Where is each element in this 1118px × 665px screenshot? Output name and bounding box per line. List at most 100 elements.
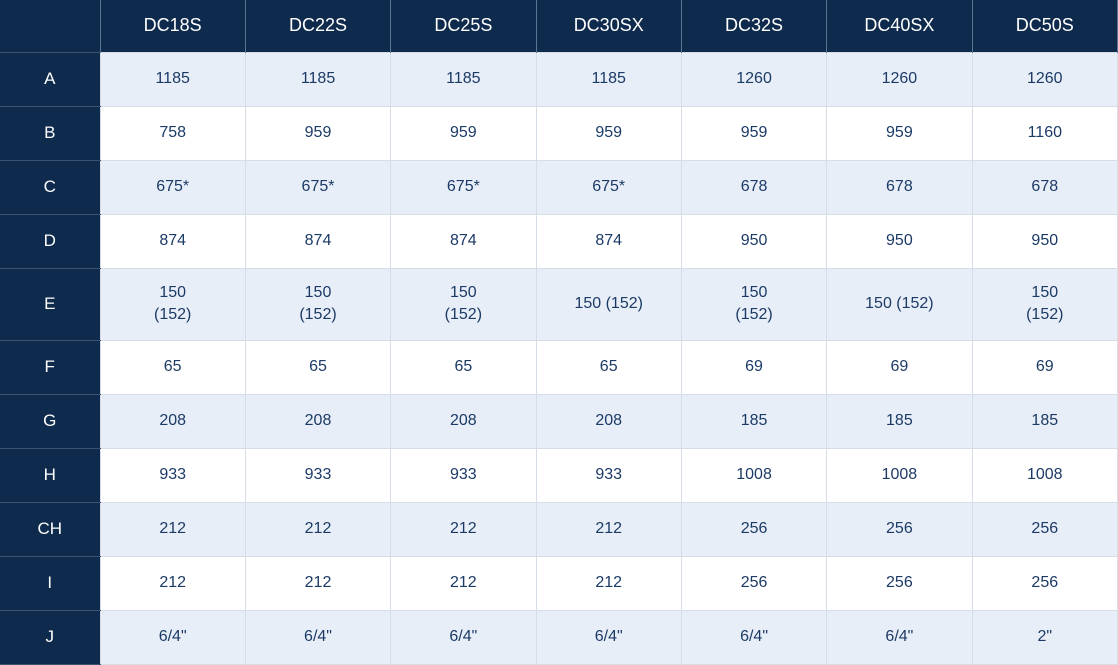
- cell: 950: [827, 214, 972, 268]
- table-body: A1185118511851185126012601260B7589599599…: [0, 52, 1118, 664]
- cell: 69: [827, 340, 972, 394]
- cell: 959: [536, 106, 681, 160]
- row-header: A: [0, 52, 100, 106]
- row-header: I: [0, 556, 100, 610]
- cell: 675*: [536, 160, 681, 214]
- col-header: DC25S: [391, 0, 536, 52]
- cell: 256: [972, 556, 1117, 610]
- cell: 185: [972, 394, 1117, 448]
- row-header: C: [0, 160, 100, 214]
- col-header: DC40SX: [827, 0, 972, 52]
- cell: 933: [391, 448, 536, 502]
- cell: 185: [827, 394, 972, 448]
- cell: 1260: [827, 52, 972, 106]
- cell: 208: [100, 394, 245, 448]
- table-row: C675*675*675*675*678678678: [0, 160, 1118, 214]
- table-row: E150(152)150(152)150(152)150 (152)150(15…: [0, 268, 1118, 340]
- col-header: DC18S: [100, 0, 245, 52]
- cell: 256: [827, 556, 972, 610]
- cell: 2": [972, 610, 1117, 664]
- cell: 208: [245, 394, 390, 448]
- cell: 1260: [972, 52, 1117, 106]
- cell: 959: [391, 106, 536, 160]
- cell: 212: [100, 556, 245, 610]
- header-row: DC18S DC22S DC25S DC30SX DC32S DC40SX DC…: [0, 0, 1118, 52]
- col-header: DC30SX: [536, 0, 681, 52]
- cell: 65: [245, 340, 390, 394]
- table-row: I212212212212256256256: [0, 556, 1118, 610]
- table-row: H933933933933100810081008: [0, 448, 1118, 502]
- table-row: CH212212212212256256256: [0, 502, 1118, 556]
- cell: 678: [681, 160, 826, 214]
- cell: 150(152): [100, 268, 245, 340]
- cell: 874: [100, 214, 245, 268]
- cell: 758: [100, 106, 245, 160]
- cell: 208: [536, 394, 681, 448]
- cell: 150(152): [972, 268, 1117, 340]
- cell: 678: [972, 160, 1117, 214]
- cell: 185: [681, 394, 826, 448]
- cell: 65: [391, 340, 536, 394]
- cell: 933: [245, 448, 390, 502]
- table-row: B7589599599599599591160: [0, 106, 1118, 160]
- cell: 950: [972, 214, 1117, 268]
- cell: 212: [245, 502, 390, 556]
- cell: 959: [681, 106, 826, 160]
- cell: 959: [827, 106, 972, 160]
- cell: 6/4": [391, 610, 536, 664]
- cell: 212: [536, 502, 681, 556]
- cell: 69: [681, 340, 826, 394]
- cell: 1185: [391, 52, 536, 106]
- row-header: CH: [0, 502, 100, 556]
- cell: 1008: [972, 448, 1117, 502]
- cell: 150(152): [245, 268, 390, 340]
- cell: 256: [681, 556, 826, 610]
- cell: 150 (152): [827, 268, 972, 340]
- row-header: G: [0, 394, 100, 448]
- cell: 6/4": [536, 610, 681, 664]
- cell: 6/4": [681, 610, 826, 664]
- cell: 1185: [536, 52, 681, 106]
- spec-table: DC18S DC22S DC25S DC30SX DC32S DC40SX DC…: [0, 0, 1118, 665]
- cell: 1160: [972, 106, 1117, 160]
- cell: 874: [245, 214, 390, 268]
- cell: 150(152): [681, 268, 826, 340]
- cell: 150(152): [391, 268, 536, 340]
- cell: 1185: [245, 52, 390, 106]
- row-header: D: [0, 214, 100, 268]
- cell: 212: [536, 556, 681, 610]
- cell: 874: [391, 214, 536, 268]
- col-header: DC50S: [972, 0, 1117, 52]
- row-header: B: [0, 106, 100, 160]
- cell: 933: [536, 448, 681, 502]
- cell: 212: [100, 502, 245, 556]
- cell: 1008: [827, 448, 972, 502]
- cell: 6/4": [100, 610, 245, 664]
- cell: 212: [391, 502, 536, 556]
- cell: 65: [536, 340, 681, 394]
- cell: 69: [972, 340, 1117, 394]
- cell: 1008: [681, 448, 826, 502]
- table-row: G208208208208185185185: [0, 394, 1118, 448]
- cell: 675*: [245, 160, 390, 214]
- row-header: H: [0, 448, 100, 502]
- col-header: DC32S: [681, 0, 826, 52]
- cell: 874: [536, 214, 681, 268]
- cell: 150 (152): [536, 268, 681, 340]
- cell: 6/4": [827, 610, 972, 664]
- cell: 6/4": [245, 610, 390, 664]
- cell: 256: [972, 502, 1117, 556]
- cell: 675*: [100, 160, 245, 214]
- cell: 65: [100, 340, 245, 394]
- cell: 675*: [391, 160, 536, 214]
- cell: 256: [681, 502, 826, 556]
- cell: 1185: [100, 52, 245, 106]
- row-header: E: [0, 268, 100, 340]
- cell: 212: [245, 556, 390, 610]
- row-header: J: [0, 610, 100, 664]
- table-row: J6/4"6/4"6/4"6/4"6/4"6/4"2": [0, 610, 1118, 664]
- table-row: A1185118511851185126012601260: [0, 52, 1118, 106]
- cell: 950: [681, 214, 826, 268]
- cell: 933: [100, 448, 245, 502]
- corner-cell: [0, 0, 100, 52]
